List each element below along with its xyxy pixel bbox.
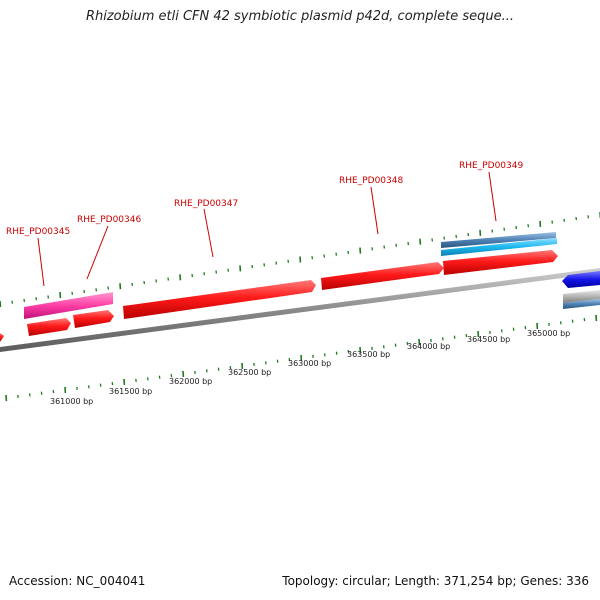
- gene-arrow-red[interactable]: [321, 262, 444, 290]
- forward-strand-genes: [0, 250, 558, 342]
- scale-label: 363000 bp: [288, 359, 331, 368]
- accession-text: Accession: NC_004041: [9, 574, 146, 588]
- gene-arrow-red[interactable]: [443, 250, 558, 275]
- scale-label: 364000 bp: [407, 342, 450, 351]
- upper-tick-ring: [0, 212, 600, 308]
- gene-arrow-red[interactable]: [27, 318, 71, 336]
- leader-line: [86, 225, 109, 280]
- sequence-summary: Topology: circular; Length: 371,254 bp; …: [282, 574, 589, 588]
- gene-arrow-red[interactable]: [0, 333, 4, 342]
- gene-arrow-blue[interactable]: [562, 271, 600, 288]
- scale-label: 362000 bp: [169, 377, 212, 386]
- scale-labels: 361000 bp 361500 bp 362000 bp 362500 bp …: [50, 329, 570, 406]
- reverse-strand-genes: [562, 271, 600, 309]
- map-title: Rhizobium etli CFN 42 symbiotic plasmid …: [85, 9, 515, 24]
- scale-label: 364500 bp: [467, 335, 510, 344]
- scale-label: 361000 bp: [50, 397, 93, 406]
- gene-arrow-red[interactable]: [123, 280, 316, 319]
- plasmid-backbone: [0, 268, 600, 352]
- scale-label: 361500 bp: [109, 387, 152, 396]
- gene-box-cyan[interactable]: [441, 238, 557, 256]
- leader-line: [370, 186, 379, 235]
- gene-label-leaders: [37, 171, 497, 287]
- scale-label: 363500 bp: [347, 350, 390, 359]
- gene-box-pink[interactable]: [24, 292, 113, 319]
- scale-label: 365000 bp: [527, 329, 570, 338]
- gene-box-steel[interactable]: [441, 232, 556, 248]
- gene-label[interactable]: RHE_PD00347: [174, 199, 238, 209]
- gene-box-steel[interactable]: [563, 299, 600, 309]
- leader-line: [203, 208, 214, 258]
- gene-label[interactable]: RHE_PD00345: [6, 227, 70, 237]
- gene-box-grey[interactable]: [563, 290, 600, 303]
- upper-track-genes: [24, 232, 557, 319]
- gene-label[interactable]: RHE_PD00349: [459, 161, 523, 171]
- gene-label[interactable]: RHE_PD00346: [77, 215, 141, 225]
- gene-label[interactable]: RHE_PD00348: [339, 176, 403, 186]
- leader-line: [37, 237, 45, 287]
- gene-arrow-red[interactable]: [73, 310, 114, 328]
- lower-tick-ring: [5, 314, 598, 402]
- scale-label: 362500 bp: [228, 368, 271, 377]
- gene-labels: RHE_PD00345 RHE_PD00346 RHE_PD00347 RHE_…: [6, 161, 523, 237]
- leader-line: [488, 171, 497, 222]
